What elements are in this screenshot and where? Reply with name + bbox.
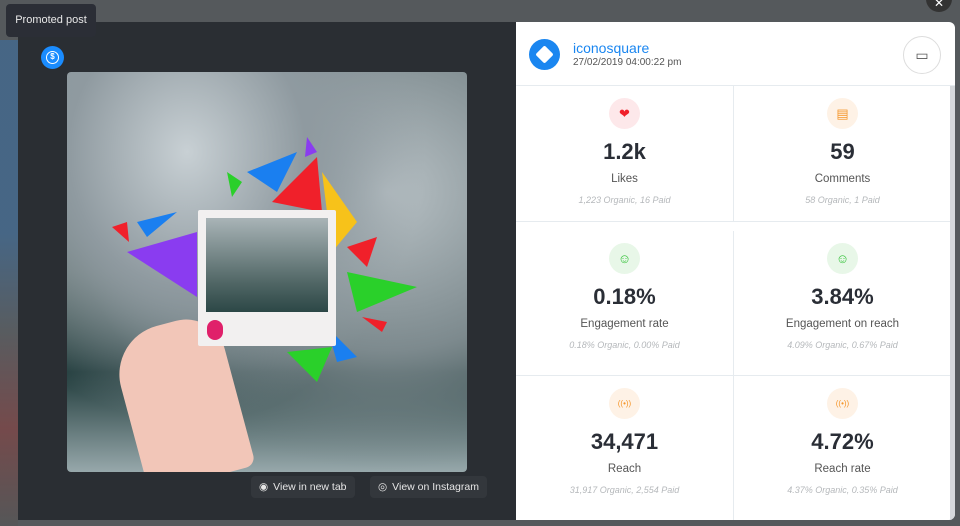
- stat-detail: 1,223 Organic, 16 Paid: [578, 195, 671, 205]
- post-header: iconosquare 27/02/2019 04:00:22 pm ▭: [516, 22, 955, 86]
- stats-panel: iconosquare 27/02/2019 04:00:22 pm ▭ ❤ 1…: [516, 22, 955, 520]
- view-in-new-tab-label: View in new tab: [273, 481, 347, 493]
- close-button[interactable]: ✕: [926, 0, 952, 12]
- post-date: 27/02/2019 04:00:22 pm: [573, 57, 682, 68]
- stat-value: 0.18%: [593, 284, 656, 309]
- stat-label: Comments: [814, 173, 871, 185]
- stat-label: Engagement rate: [580, 318, 669, 330]
- smiley-icon: ☺: [609, 243, 640, 274]
- account-avatar: [529, 39, 560, 70]
- comments-button[interactable]: ▭: [903, 36, 941, 74]
- view-on-instagram-button[interactable]: ◎ View on Instagram: [370, 476, 487, 498]
- stat-detail: 0.18% Organic, 0.00% Paid: [569, 340, 680, 350]
- view-in-new-tab-button[interactable]: ◉ View in new tab: [251, 476, 355, 498]
- stat-value: 59: [830, 139, 855, 164]
- stat-label: Reach: [607, 463, 642, 475]
- stat-card: ☺ 0.18% Engagement rate 0.18% Organic, 0…: [516, 231, 734, 376]
- dollar-icon: $: [46, 51, 59, 64]
- view-on-instagram-label: View on Instagram: [392, 481, 479, 493]
- stat-card: ☺ 3.84% Engagement on reach 4.09% Organi…: [734, 231, 952, 376]
- account-name[interactable]: iconosquare: [573, 40, 650, 56]
- smiley-icon: ☺: [827, 243, 858, 274]
- broadcast-icon: ((•)): [827, 388, 858, 419]
- eye-icon: ◉: [259, 481, 269, 493]
- stat-card: ((•)) 4.72% Reach rate 4.37% Organic, 0.…: [734, 376, 952, 520]
- polaroid-frame: [198, 210, 336, 346]
- promoted-badge[interactable]: $: [41, 46, 64, 69]
- stat-detail: 58 Organic, 1 Paid: [805, 195, 880, 205]
- stat-detail: 4.09% Organic, 0.67% Paid: [787, 340, 898, 350]
- broadcast-icon: ((•)): [609, 388, 640, 419]
- stat-value: 4.72%: [811, 429, 874, 454]
- stat-detail: 31,917 Organic, 2,554 Paid: [569, 485, 680, 495]
- post-image: [67, 72, 467, 472]
- stat-value: 3.84%: [811, 284, 874, 309]
- stat-value: 34,471: [590, 429, 659, 454]
- instagram-icon: ◎: [378, 481, 388, 493]
- stat-value: 1.2k: [603, 139, 646, 164]
- promoted-tooltip: Promoted post: [6, 4, 96, 37]
- scrollbar[interactable]: [950, 86, 955, 520]
- heart-icon: ❤: [609, 98, 640, 129]
- stat-card: ((•)) 34,471 Reach 31,917 Organic, 2,554…: [516, 376, 734, 520]
- comment-icon: ▭: [915, 46, 929, 63]
- stat-label: Engagement on reach: [785, 318, 900, 330]
- background-page: [0, 40, 18, 526]
- comment-icon: ▤: [827, 98, 858, 129]
- nail: [207, 320, 223, 340]
- stats-grid: ❤ 1.2k Likes 1,223 Organic, 16 Paid ▤ 59 …: [516, 86, 955, 520]
- stat-card: ▤ 59 Comments 58 Organic, 1 Paid: [734, 86, 952, 222]
- stat-label: Reach rate: [814, 463, 871, 475]
- stat-label: Likes: [611, 173, 638, 185]
- colorful-shards: [112, 137, 417, 382]
- stat-card: ❤ 1.2k Likes 1,223 Organic, 16 Paid: [516, 86, 734, 222]
- stat-detail: 4.37% Organic, 0.35% Paid: [787, 485, 898, 495]
